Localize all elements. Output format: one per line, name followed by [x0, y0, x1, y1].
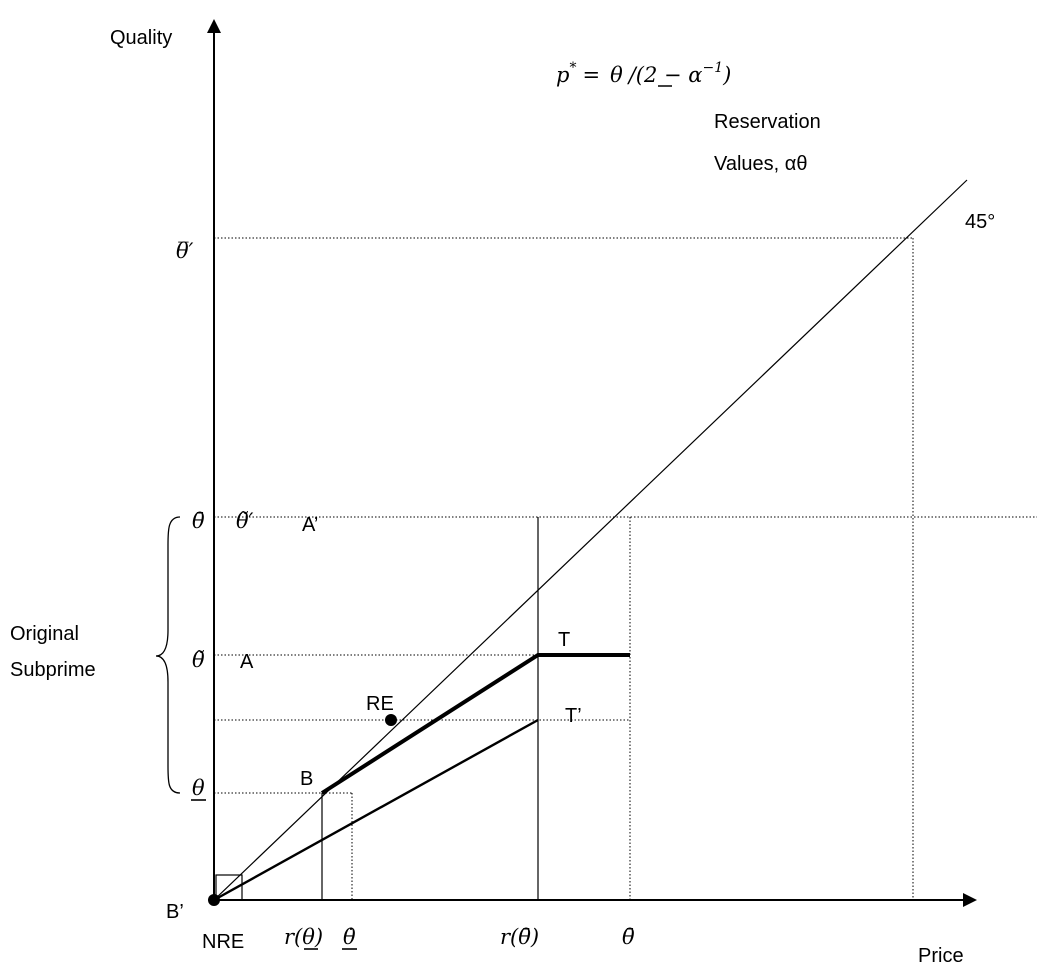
xtick-r-theta-bar: r(θ̄)	[500, 925, 539, 949]
ytick-theta-bar-prime: θ̅′	[176, 239, 194, 263]
nre-box	[215, 874, 243, 901]
label-t: T	[558, 629, 570, 651]
subprime-bracket	[155, 516, 181, 794]
nre-point	[208, 894, 220, 906]
label-b-prime: B’	[166, 901, 184, 923]
label-t-prime: T’	[565, 705, 582, 727]
ytick-theta-under: θ	[192, 776, 205, 800]
x-axis-label: Price	[918, 945, 964, 967]
bracket-label-line2: Subprime	[10, 659, 96, 681]
label-b: B	[300, 768, 313, 790]
label-a: A	[240, 651, 254, 673]
schedule-t	[320, 653, 630, 795]
label-nre: NRE	[202, 931, 244, 953]
reservation-values-label-line2: Values, αθ	[714, 153, 807, 175]
xtick-r-theta-under: r(θ)	[284, 925, 323, 949]
xtick-theta-bar: θ̄	[622, 925, 635, 949]
ytick-theta-tilde-prime: θ̃′	[236, 509, 254, 533]
reservation-values-label-line1: Reservation	[714, 111, 821, 133]
angle-45-label: 45°	[965, 211, 995, 233]
re-point	[385, 714, 397, 726]
bracket-label-line1: Original	[10, 623, 79, 645]
ytick-theta-tilde: θ̃	[192, 648, 205, 672]
ytick-theta-bar: θ̄	[192, 509, 205, 533]
label-a-prime: A’	[302, 514, 318, 536]
schedule-t-prime	[213, 718, 539, 902]
xtick-theta-dot: θ̇	[343, 925, 356, 949]
equilibrium-price-formula: p* = θ/(2 − α−1)	[556, 60, 731, 87]
y-axis-label: Quality	[110, 27, 172, 49]
label-re: RE	[366, 693, 394, 715]
